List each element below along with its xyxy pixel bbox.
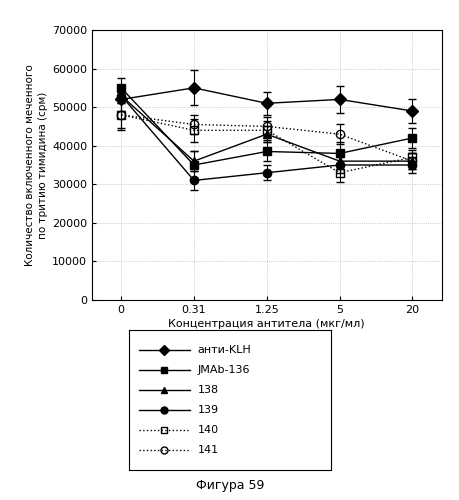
- X-axis label: Концентрация антитела (мкг/мл): Концентрация антитела (мкг/мл): [168, 319, 364, 329]
- Text: Фигура 59: Фигура 59: [196, 480, 263, 492]
- Text: 139: 139: [197, 405, 218, 415]
- Text: JMAb-136: JMAb-136: [197, 365, 250, 375]
- Text: 140: 140: [197, 425, 218, 435]
- Text: 138: 138: [197, 385, 218, 395]
- Text: анти-KLH: анти-KLH: [197, 345, 251, 355]
- Y-axis label: Количество включенного меченного
по тритию тимидина (срм): Количество включенного меченного по трит…: [25, 64, 48, 266]
- Text: 141: 141: [197, 445, 218, 455]
